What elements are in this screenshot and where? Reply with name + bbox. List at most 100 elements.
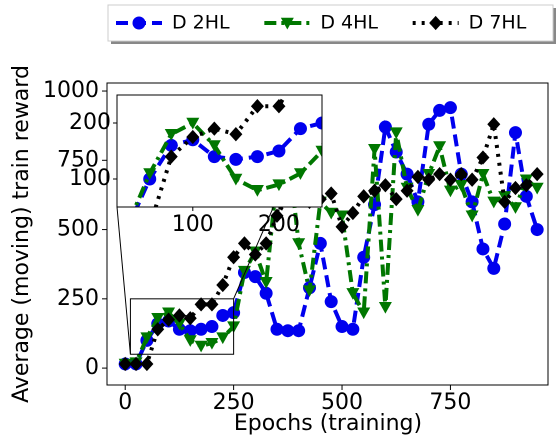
- marker: [433, 103, 447, 117]
- marker: [194, 340, 208, 353]
- marker: [259, 277, 273, 289]
- inset-y-tick-label: 100: [69, 166, 111, 191]
- marker: [229, 127, 243, 142]
- marker: [378, 120, 392, 134]
- marker: [194, 297, 208, 312]
- marker: [552, 150, 559, 163]
- marker: [476, 168, 490, 181]
- inset-x-tick-label: 100: [172, 212, 214, 237]
- marker: [368, 144, 382, 156]
- marker: [422, 117, 436, 131]
- marker: [530, 167, 544, 182]
- marker: [508, 202, 522, 214]
- marker: [346, 322, 360, 336]
- marker: [552, 79, 559, 91]
- marker: [476, 150, 490, 165]
- marker: [227, 250, 241, 265]
- x-tick-label: 0: [118, 390, 132, 415]
- marker: [454, 180, 468, 192]
- marker: [140, 332, 154, 345]
- marker: [433, 167, 447, 182]
- marker: [143, 168, 157, 180]
- marker: [324, 186, 338, 201]
- marker: [229, 152, 243, 166]
- marker: [272, 144, 286, 158]
- marker: [292, 324, 306, 338]
- marker: [466, 66, 479, 79]
- marker: [303, 285, 317, 298]
- axes-frame: [106, 82, 549, 386]
- marker: [530, 182, 544, 195]
- marker: [205, 297, 219, 312]
- marker: [509, 94, 522, 107]
- inset-x-tick-label: 200: [258, 212, 300, 237]
- marker: [335, 320, 349, 334]
- marker: [487, 261, 501, 275]
- legend-label: D 7HL: [469, 12, 527, 34]
- marker: [164, 129, 178, 141]
- marker: [324, 295, 338, 309]
- marker: [205, 337, 219, 350]
- y-tick-label: 1000: [43, 78, 99, 103]
- legend-box: [107, 4, 554, 42]
- marker: [151, 313, 165, 325]
- marker: [445, 153, 458, 166]
- marker: [335, 210, 349, 223]
- marker: [205, 320, 219, 334]
- marker: [272, 179, 286, 192]
- marker: [186, 117, 200, 130]
- marker: [172, 308, 186, 323]
- marker: [315, 116, 322, 130]
- marker: [465, 172, 479, 187]
- legend-label: D 4HL: [320, 12, 378, 34]
- marker: [315, 145, 322, 158]
- marker: [487, 196, 501, 209]
- marker: [281, 324, 295, 338]
- marker: [216, 308, 230, 322]
- x-tick-label: 500: [321, 390, 363, 415]
- marker: [346, 288, 360, 300]
- marker: [237, 265, 251, 278]
- inset-plot: [122, 56, 559, 233]
- marker: [411, 204, 425, 217]
- y-tick-label: 250: [57, 286, 99, 311]
- marker: [129, 356, 143, 372]
- marker: [250, 99, 264, 114]
- marker: [194, 322, 208, 336]
- marker: [216, 277, 230, 293]
- y-tick-label: 500: [57, 217, 99, 242]
- inset-frame: [116, 94, 323, 208]
- marker: [270, 322, 284, 336]
- marker: [443, 101, 457, 115]
- marker: [380, 56, 393, 68]
- connector: [116, 206, 131, 355]
- marker: [357, 307, 371, 320]
- marker: [248, 247, 262, 262]
- marker: [411, 169, 425, 185]
- marker: [324, 207, 338, 220]
- marker: [164, 138, 178, 152]
- marker: [378, 301, 392, 314]
- marker: [140, 356, 154, 372]
- marker: [183, 335, 197, 347]
- marker: [259, 286, 273, 300]
- marker: [272, 99, 286, 114]
- marker: [294, 60, 307, 74]
- marker: [335, 219, 349, 234]
- marker: [293, 122, 307, 136]
- marker: [487, 117, 501, 132]
- marker: [151, 322, 165, 337]
- marker: [248, 270, 262, 284]
- marker: [250, 185, 264, 197]
- marker: [122, 220, 135, 233]
- y-tick-label: 0: [85, 355, 99, 380]
- marker: [186, 129, 200, 145]
- marker: [498, 217, 512, 231]
- marker: [519, 189, 533, 203]
- legend-marker: [280, 17, 294, 30]
- y-axis-label: Average (moving) train reward: [9, 65, 34, 403]
- inset-y-tick-label: 200: [69, 110, 111, 135]
- marker: [389, 191, 403, 207]
- marker: [433, 141, 447, 153]
